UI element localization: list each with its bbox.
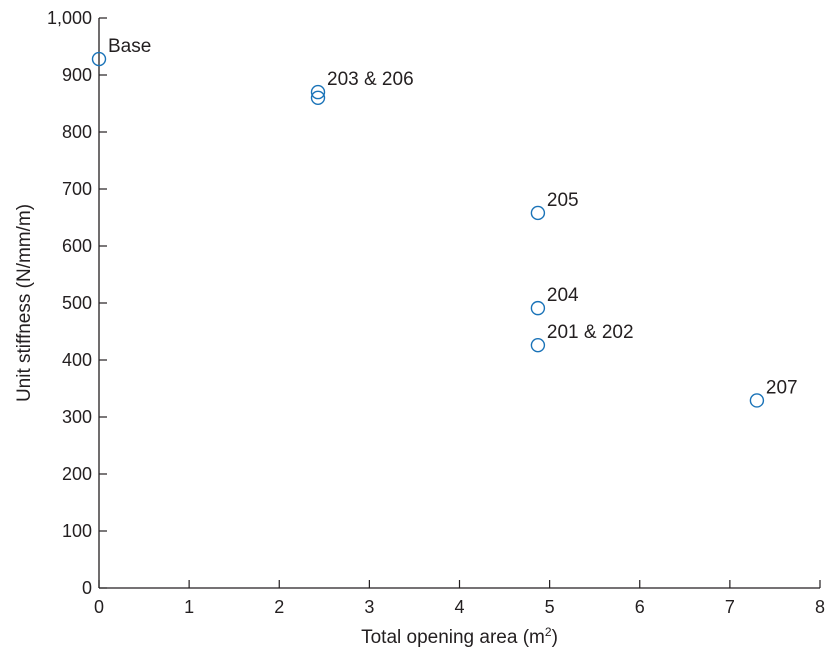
point-label: 205 xyxy=(547,190,579,211)
x-tick-label: 5 xyxy=(545,597,555,617)
data-point xyxy=(91,51,107,67)
y-tick-label: 1,000 xyxy=(47,8,92,28)
x-tick-label: 1 xyxy=(184,597,194,617)
x-tick-label: 6 xyxy=(635,597,645,617)
y-axis-ticks: 0 100 200 300 400 500 600 700 800 900 1,000 xyxy=(47,8,107,598)
data-point xyxy=(310,84,326,100)
x-tick-label: 4 xyxy=(454,597,464,617)
x-axis-title: Total opening area (m2) xyxy=(361,625,558,648)
x-tick-label: 0 xyxy=(94,597,104,617)
x-tick-label: 2 xyxy=(274,597,284,617)
y-tick-label: 700 xyxy=(62,179,92,199)
y-tick-label: 200 xyxy=(62,464,92,484)
y-tick-label: 0 xyxy=(82,578,92,598)
point-label: 204 xyxy=(547,285,579,306)
data-point xyxy=(530,300,546,316)
x-tick-label: 8 xyxy=(815,597,825,617)
x-tick-label: 7 xyxy=(725,597,735,617)
data-point xyxy=(749,393,765,408)
y-tick-label: 100 xyxy=(62,521,92,541)
point-label: 207 xyxy=(766,377,798,398)
x-axis-ticks: 0 1 2 3 4 5 6 7 8 xyxy=(94,580,825,617)
point-label: 203 & 206 xyxy=(327,69,414,90)
y-tick-label: 600 xyxy=(62,236,92,256)
data-point xyxy=(310,90,326,106)
y-axis-title: Unit stiffness (N/mm/m) xyxy=(14,204,35,402)
y-tick-label: 900 xyxy=(62,65,92,85)
y-tick-label: 300 xyxy=(62,407,92,427)
point-label: 201 & 202 xyxy=(547,322,634,343)
point-label: Base xyxy=(108,36,151,57)
x-tick-label: 3 xyxy=(364,597,374,617)
data-points xyxy=(91,51,765,408)
y-tick-label: 400 xyxy=(62,350,92,370)
data-point xyxy=(530,205,546,221)
y-tick-label: 500 xyxy=(62,293,92,313)
point-labels: Base 203 & 206 205 204 201 & 202 207 xyxy=(108,36,798,398)
data-point xyxy=(530,337,546,353)
x-axis-title-superscript: 2 xyxy=(545,625,552,639)
x-axis-title-text: Total opening area (m xyxy=(361,627,545,648)
y-tick-label: 800 xyxy=(62,122,92,142)
plot-frame xyxy=(98,18,820,589)
x-axis-title-end: ) xyxy=(552,627,558,648)
